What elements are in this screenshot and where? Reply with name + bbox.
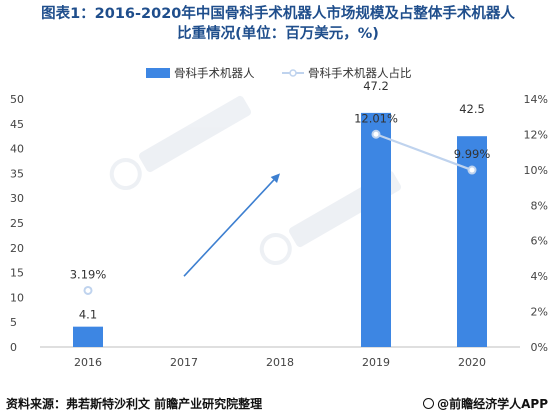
trend-arrow-shaft (183, 179, 275, 277)
y-left-tick-10: 10 (10, 291, 24, 304)
brand: @前瞻经济学人APP (423, 395, 548, 412)
y-left-tick-50: 50 (10, 93, 24, 106)
ratio-segment-2019-2020 (375, 133, 473, 172)
axes: 0 5 10 15 20 25 30 35 40 45 50 0% 2% 4% 6% 8% 10% 12% 14% 2… (10, 93, 548, 369)
chart-title-line1: 图表1：2016-2020年中国骨科手术机器人市场规模及占整体手术机器人 (41, 6, 515, 22)
ratio-label-2020: 9.99% (454, 147, 491, 161)
y-right-tick-14pct: 14% (524, 93, 548, 106)
y-right-tick-4pct: 4% (531, 270, 548, 283)
legend: 骨科手术机器人 骨科手术机器人占比 (146, 66, 412, 80)
ratio-label-2019: 12.01% (354, 111, 398, 125)
bar-2019 (361, 112, 391, 347)
x-tick-2020: 2020 (458, 356, 486, 369)
legend-line-marker (289, 69, 297, 77)
y-left-tick-0: 0 (10, 341, 17, 354)
ratio-label-2016: 3.19% (70, 267, 107, 281)
bar-label-2019: 47.2 (363, 79, 389, 93)
x-tick-2018: 2018 (266, 356, 294, 369)
y-left-tick-40: 40 (10, 143, 24, 156)
y-right-tick-8pct: 8% (531, 199, 548, 212)
source-note: 资料来源：弗若斯特沙利文 前瞻产业研究院整理 (6, 397, 263, 411)
brand-logo-icon (423, 398, 435, 409)
x-tick-2019: 2019 (362, 356, 390, 369)
y-left-tick-35: 35 (10, 167, 24, 180)
brand-text: @前瞻经济学人APP (437, 397, 548, 411)
x-tick-2016: 2016 (74, 356, 102, 369)
y-right-tick-6pct: 6% (531, 235, 548, 248)
y-left-tick-20: 20 (10, 242, 24, 255)
chart-title-line2: 比重情况(单位：百万美元，%) (177, 26, 379, 42)
y-right-tick-10pct: 10% (524, 164, 548, 177)
legend-bar-swatch (146, 68, 170, 78)
y-left-tick-30: 30 (10, 192, 24, 205)
y-right-tick-12pct: 12% (524, 128, 548, 141)
bars (73, 112, 487, 347)
trend-arrow-head-icon (270, 173, 280, 183)
bar-2016 (73, 326, 103, 347)
y-left-tick-25: 25 (10, 217, 24, 230)
x-tick-2017: 2017 (170, 356, 198, 369)
bar-label-2016: 4.1 (79, 308, 97, 322)
ratio-point-2016 (83, 285, 93, 295)
y-right-tick-2pct: 2% (531, 306, 548, 319)
bar-label-2020: 42.5 (459, 102, 485, 116)
watermark-mark-0 (109, 95, 252, 190)
ratio-point-2019 (371, 129, 381, 139)
ratio-point-2020 (467, 165, 477, 175)
legend-line-label: 骨科手术机器人占比 (308, 66, 412, 80)
ratio-line (83, 129, 477, 295)
chart-title: 图表1：2016-2020年中国骨科手术机器人市场规模及占整体手术机器人 比重情… (0, 4, 556, 44)
y-right-tick-0pct: 0% (531, 341, 548, 354)
y-left-tick-5: 5 (10, 316, 17, 329)
data-labels: 4.1 47.2 42.5 3.19% 12.01% 9.99% (70, 79, 491, 322)
y-left-tick-45: 45 (10, 118, 24, 131)
y-left-tick-15: 15 (10, 267, 24, 280)
legend-bar-label: 骨科手术机器人 (174, 66, 255, 80)
